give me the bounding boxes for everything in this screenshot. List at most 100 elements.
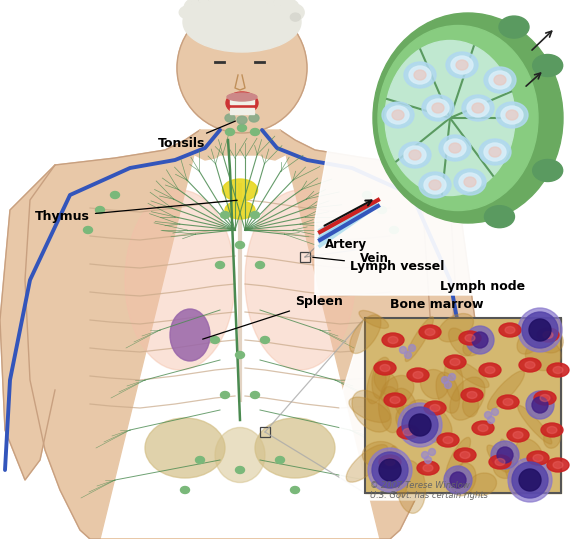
Circle shape <box>497 447 513 463</box>
Ellipse shape <box>83 226 93 233</box>
Ellipse shape <box>463 338 482 356</box>
Ellipse shape <box>393 388 417 419</box>
Ellipse shape <box>507 428 529 442</box>
Ellipse shape <box>446 52 478 78</box>
Ellipse shape <box>553 367 563 374</box>
Ellipse shape <box>519 358 541 372</box>
Ellipse shape <box>465 335 475 342</box>
Ellipse shape <box>225 114 235 122</box>
Ellipse shape <box>450 377 485 420</box>
Ellipse shape <box>505 327 515 334</box>
Ellipse shape <box>497 395 519 409</box>
Ellipse shape <box>413 371 423 378</box>
Ellipse shape <box>496 102 528 128</box>
Ellipse shape <box>372 364 386 398</box>
Ellipse shape <box>547 363 569 377</box>
Ellipse shape <box>236 0 259 3</box>
Circle shape <box>424 457 432 464</box>
Ellipse shape <box>266 0 276 3</box>
Ellipse shape <box>225 201 255 219</box>
Text: Bone marrow: Bone marrow <box>390 298 484 311</box>
Ellipse shape <box>439 135 471 161</box>
Ellipse shape <box>464 177 476 187</box>
Ellipse shape <box>247 0 268 3</box>
Text: © 2007 Terese Winslow
U.S. Govt. has certain rights: © 2007 Terese Winslow U.S. Govt. has cer… <box>370 481 488 500</box>
Ellipse shape <box>429 180 441 190</box>
Ellipse shape <box>506 110 518 120</box>
Ellipse shape <box>451 56 473 74</box>
Ellipse shape <box>404 146 426 164</box>
Ellipse shape <box>487 445 509 472</box>
Ellipse shape <box>291 13 300 21</box>
Ellipse shape <box>500 439 515 485</box>
Ellipse shape <box>235 351 244 358</box>
Ellipse shape <box>527 451 549 465</box>
Ellipse shape <box>438 314 473 342</box>
Ellipse shape <box>489 455 511 469</box>
Ellipse shape <box>422 95 454 121</box>
Ellipse shape <box>397 460 425 513</box>
Ellipse shape <box>479 139 511 165</box>
Ellipse shape <box>501 106 523 124</box>
Ellipse shape <box>215 427 265 482</box>
Ellipse shape <box>223 179 258 201</box>
Ellipse shape <box>275 0 284 7</box>
Circle shape <box>409 414 431 436</box>
Text: Thymus: Thymus <box>35 201 237 223</box>
Circle shape <box>421 452 428 459</box>
Ellipse shape <box>380 364 390 371</box>
Ellipse shape <box>484 67 516 93</box>
Circle shape <box>466 326 494 354</box>
Ellipse shape <box>220 211 230 218</box>
Ellipse shape <box>460 452 470 459</box>
Ellipse shape <box>544 427 561 448</box>
Ellipse shape <box>478 425 488 432</box>
Ellipse shape <box>377 206 387 213</box>
Ellipse shape <box>484 143 506 161</box>
Ellipse shape <box>215 261 224 268</box>
Ellipse shape <box>456 60 468 70</box>
Ellipse shape <box>454 169 486 195</box>
Ellipse shape <box>381 375 414 406</box>
Ellipse shape <box>533 54 562 77</box>
Circle shape <box>379 459 401 481</box>
Circle shape <box>444 382 452 389</box>
Ellipse shape <box>291 487 300 494</box>
Ellipse shape <box>472 103 484 113</box>
Circle shape <box>444 466 472 494</box>
Ellipse shape <box>220 391 230 398</box>
Circle shape <box>492 409 498 416</box>
Circle shape <box>508 458 552 502</box>
Ellipse shape <box>389 446 407 497</box>
Ellipse shape <box>436 372 460 413</box>
Ellipse shape <box>493 453 518 479</box>
Ellipse shape <box>145 418 225 478</box>
Ellipse shape <box>516 439 542 466</box>
Ellipse shape <box>384 393 406 407</box>
Ellipse shape <box>437 433 459 447</box>
Ellipse shape <box>227 93 257 101</box>
Ellipse shape <box>454 448 476 462</box>
Ellipse shape <box>396 405 422 432</box>
Ellipse shape <box>385 40 515 196</box>
Circle shape <box>526 391 554 419</box>
Ellipse shape <box>374 361 396 375</box>
Ellipse shape <box>191 0 211 11</box>
Ellipse shape <box>536 328 564 353</box>
Ellipse shape <box>235 466 244 473</box>
Ellipse shape <box>382 102 414 128</box>
Ellipse shape <box>430 404 440 411</box>
Ellipse shape <box>446 437 471 478</box>
Circle shape <box>472 332 488 348</box>
Circle shape <box>448 374 456 381</box>
Ellipse shape <box>503 398 513 405</box>
Ellipse shape <box>513 432 523 439</box>
Bar <box>365 318 561 493</box>
Ellipse shape <box>495 459 505 466</box>
Ellipse shape <box>444 355 466 369</box>
Ellipse shape <box>462 95 494 121</box>
Circle shape <box>368 448 412 492</box>
Ellipse shape <box>251 128 259 135</box>
Ellipse shape <box>177 3 307 133</box>
Ellipse shape <box>397 425 419 439</box>
